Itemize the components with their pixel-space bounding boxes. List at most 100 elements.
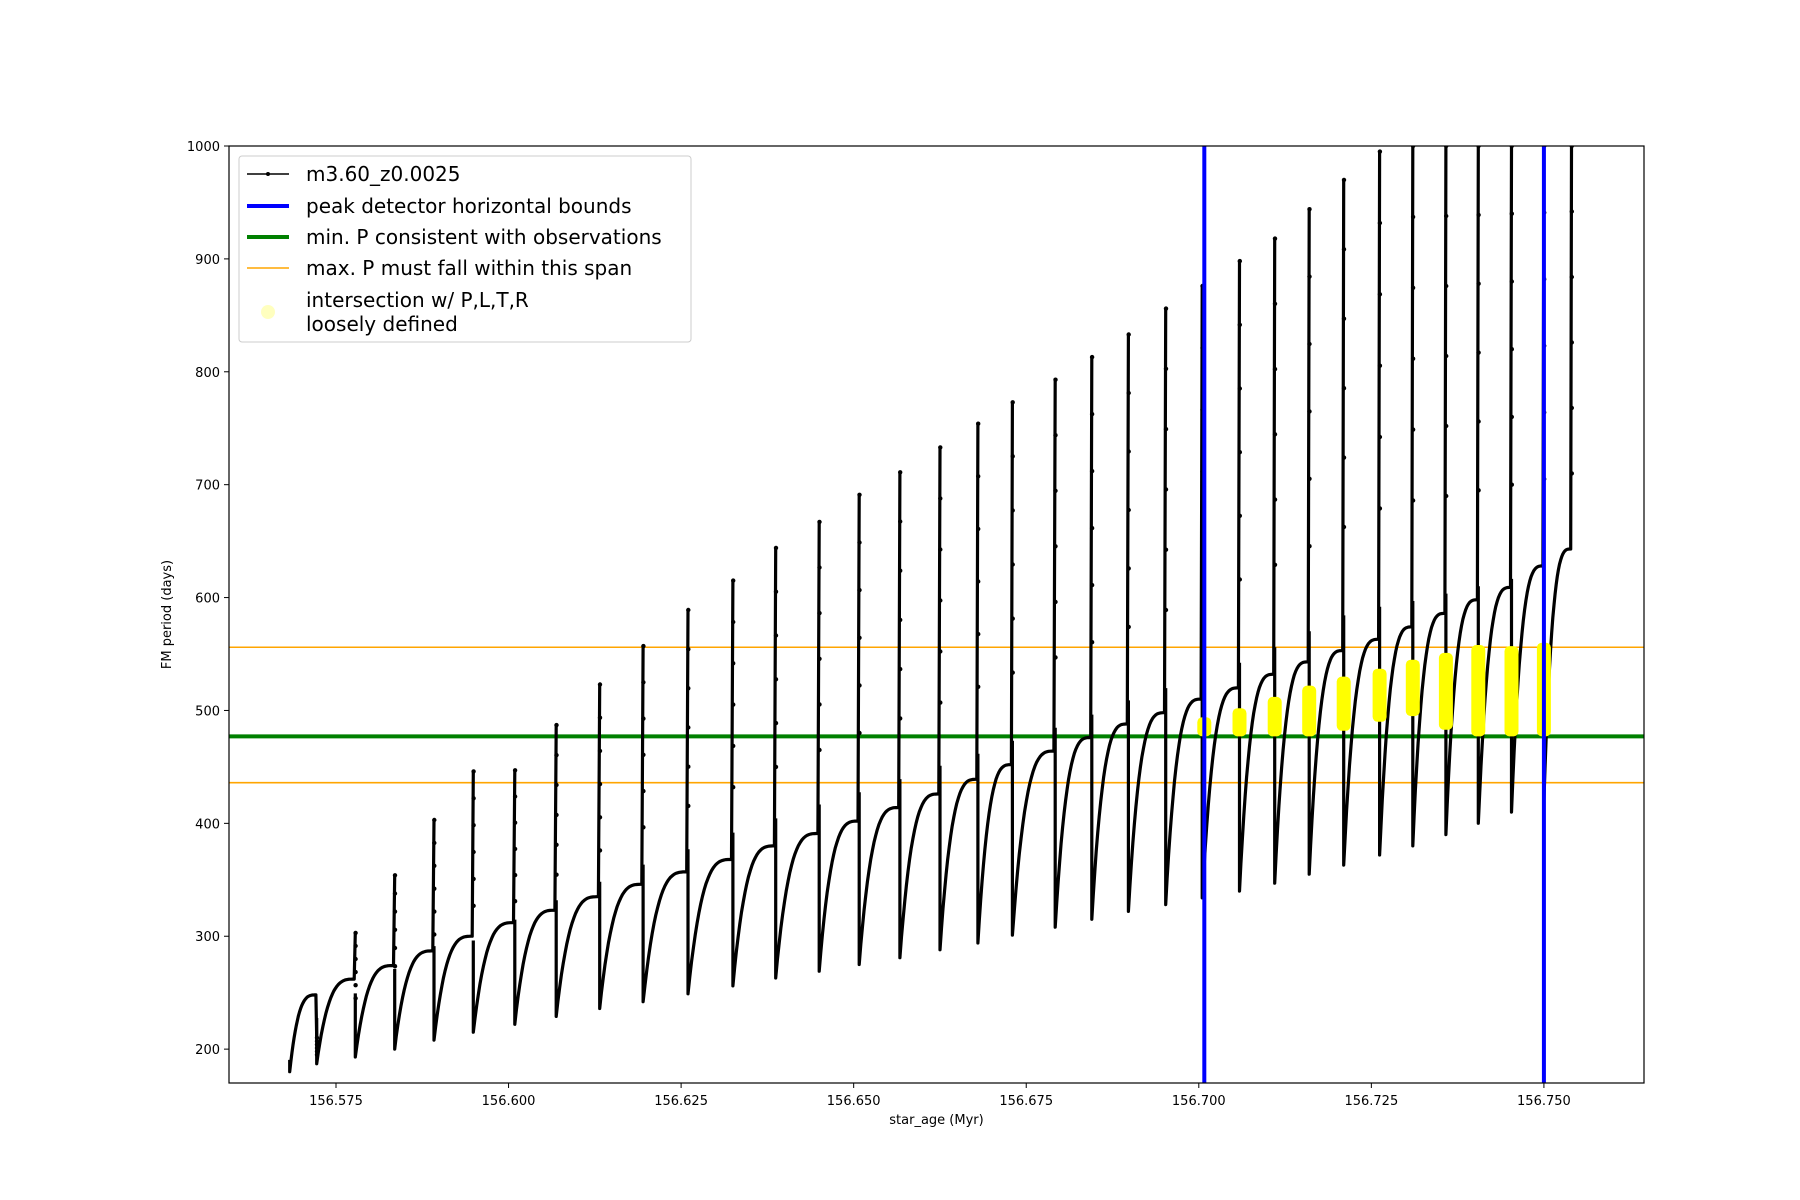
pulse-marker bbox=[1341, 455, 1347, 460]
pulse-marker bbox=[1509, 279, 1515, 284]
pulse-marker bbox=[554, 872, 559, 877]
pulse-marker bbox=[641, 716, 646, 721]
pulse-marker bbox=[1476, 488, 1481, 493]
pulse-marker bbox=[1089, 525, 1095, 531]
pulse-marker bbox=[432, 909, 437, 914]
pulse-cycle-18 bbox=[976, 400, 1014, 945]
x-tick-label: 156.575 bbox=[309, 1094, 363, 1109]
pulse-marker bbox=[817, 565, 822, 570]
pulse-marker bbox=[1163, 366, 1169, 371]
pulse-marker bbox=[1163, 607, 1169, 613]
pulse-cycle-22 bbox=[1126, 307, 1168, 913]
pulse-marker bbox=[1089, 411, 1095, 417]
pulse-marker bbox=[554, 812, 559, 818]
pulse-marker bbox=[1053, 544, 1058, 549]
pulse-marker bbox=[817, 519, 822, 525]
x-tick-label: 156.650 bbox=[827, 1094, 881, 1109]
pulse-marker bbox=[1307, 476, 1312, 481]
legend-handle-main-marker bbox=[266, 172, 270, 176]
pulse-marker bbox=[1126, 449, 1131, 454]
pulse-marker bbox=[641, 752, 646, 757]
pulse-marker bbox=[686, 725, 691, 730]
pulse-marker bbox=[817, 702, 822, 707]
legend-label-1: m3.60_z0.0025 bbox=[306, 162, 461, 186]
pulse-cycle-30 bbox=[1411, 146, 1448, 848]
pulse-marker bbox=[1476, 350, 1481, 355]
pulse-cycle-23 bbox=[1164, 284, 1204, 907]
pulse-marker bbox=[1444, 353, 1449, 359]
pulse-marker bbox=[1476, 281, 1481, 286]
pulse-cycle-19 bbox=[1010, 378, 1057, 937]
pulse-marker bbox=[976, 579, 981, 584]
y-axis-label: FM period (days) bbox=[160, 560, 175, 669]
pulse-marker bbox=[1444, 213, 1449, 219]
pulse-marker bbox=[554, 842, 559, 847]
pulse-marker bbox=[1010, 508, 1015, 513]
legend-box bbox=[238, 155, 692, 343]
pulse-marker bbox=[1377, 363, 1383, 368]
pulse-cycle-17 bbox=[938, 422, 980, 952]
pulse-cycle-8 bbox=[554, 682, 602, 1018]
pulse-marker bbox=[597, 848, 603, 853]
pulse-marker bbox=[857, 492, 862, 497]
pulse-marker bbox=[773, 720, 779, 726]
y-tick-label: 500 bbox=[195, 704, 220, 719]
pulse-marker bbox=[976, 421, 981, 426]
pulse-marker bbox=[1509, 414, 1515, 420]
legend-label-4: max. P must fall within this span bbox=[306, 256, 632, 280]
pulse-marker bbox=[686, 764, 691, 769]
pulse-cycle-2 bbox=[315, 931, 357, 1066]
pulse-marker bbox=[1053, 433, 1058, 438]
pulse-marker bbox=[432, 886, 437, 891]
pulse-cycle-11 bbox=[686, 579, 735, 996]
pulse-marker bbox=[731, 785, 736, 790]
pulse-marker bbox=[1509, 347, 1515, 352]
pulse-marker bbox=[1307, 544, 1312, 549]
pulse-cycle-31 bbox=[1444, 146, 1480, 837]
pulse-marker bbox=[1126, 390, 1131, 396]
x-tick-label: 156.675 bbox=[999, 1094, 1053, 1109]
pulse-marker bbox=[898, 470, 903, 475]
pulse-cycle-14 bbox=[817, 493, 861, 973]
pulse-marker bbox=[1444, 283, 1449, 289]
pulse-marker bbox=[1272, 301, 1278, 306]
pulse-marker bbox=[773, 589, 779, 594]
pulse-marker bbox=[554, 782, 559, 788]
pulse-marker bbox=[353, 943, 358, 949]
pulse-marker bbox=[938, 700, 943, 705]
pulse-marker bbox=[1569, 209, 1575, 214]
pulse-marker bbox=[1569, 274, 1575, 280]
pulse-marker bbox=[1509, 482, 1515, 487]
pulse-cycle-24 bbox=[1200, 259, 1242, 900]
pulse-marker bbox=[1053, 655, 1058, 660]
pulse-cycle-12 bbox=[731, 546, 778, 988]
legend-handle-intersection bbox=[261, 305, 275, 319]
pulse-marker bbox=[1237, 386, 1243, 391]
pulse-marker bbox=[1053, 599, 1058, 605]
pulse-cycle-25 bbox=[1237, 237, 1277, 893]
pulse-marker bbox=[353, 983, 358, 988]
pulse-marker bbox=[1010, 454, 1015, 459]
pulse-marker bbox=[773, 677, 779, 682]
pulse-marker bbox=[1010, 670, 1015, 675]
pulse-marker bbox=[817, 656, 822, 661]
pulse-marker bbox=[773, 764, 779, 770]
pulse-marker bbox=[471, 769, 476, 774]
pulse-cycle-4 bbox=[393, 818, 436, 1051]
pulse-marker bbox=[1569, 340, 1575, 345]
pulse-marker bbox=[392, 873, 398, 878]
plot-area bbox=[229, 146, 1644, 1083]
pulse-marker bbox=[1341, 247, 1347, 252]
pulse-marker bbox=[686, 647, 691, 652]
pulse-marker bbox=[1163, 426, 1169, 432]
y-tick-label: 200 bbox=[195, 1043, 220, 1058]
pulse-marker bbox=[731, 578, 736, 583]
pulse-marker bbox=[1377, 292, 1383, 297]
pulse-marker bbox=[1307, 341, 1312, 347]
pulse-marker bbox=[471, 849, 476, 855]
x-axis-label: star_age (Myr) bbox=[889, 1113, 983, 1128]
pulse-cycle-7 bbox=[513, 723, 558, 1026]
pulse-cycle-29 bbox=[1378, 146, 1415, 857]
pulse-marker bbox=[1307, 409, 1312, 414]
